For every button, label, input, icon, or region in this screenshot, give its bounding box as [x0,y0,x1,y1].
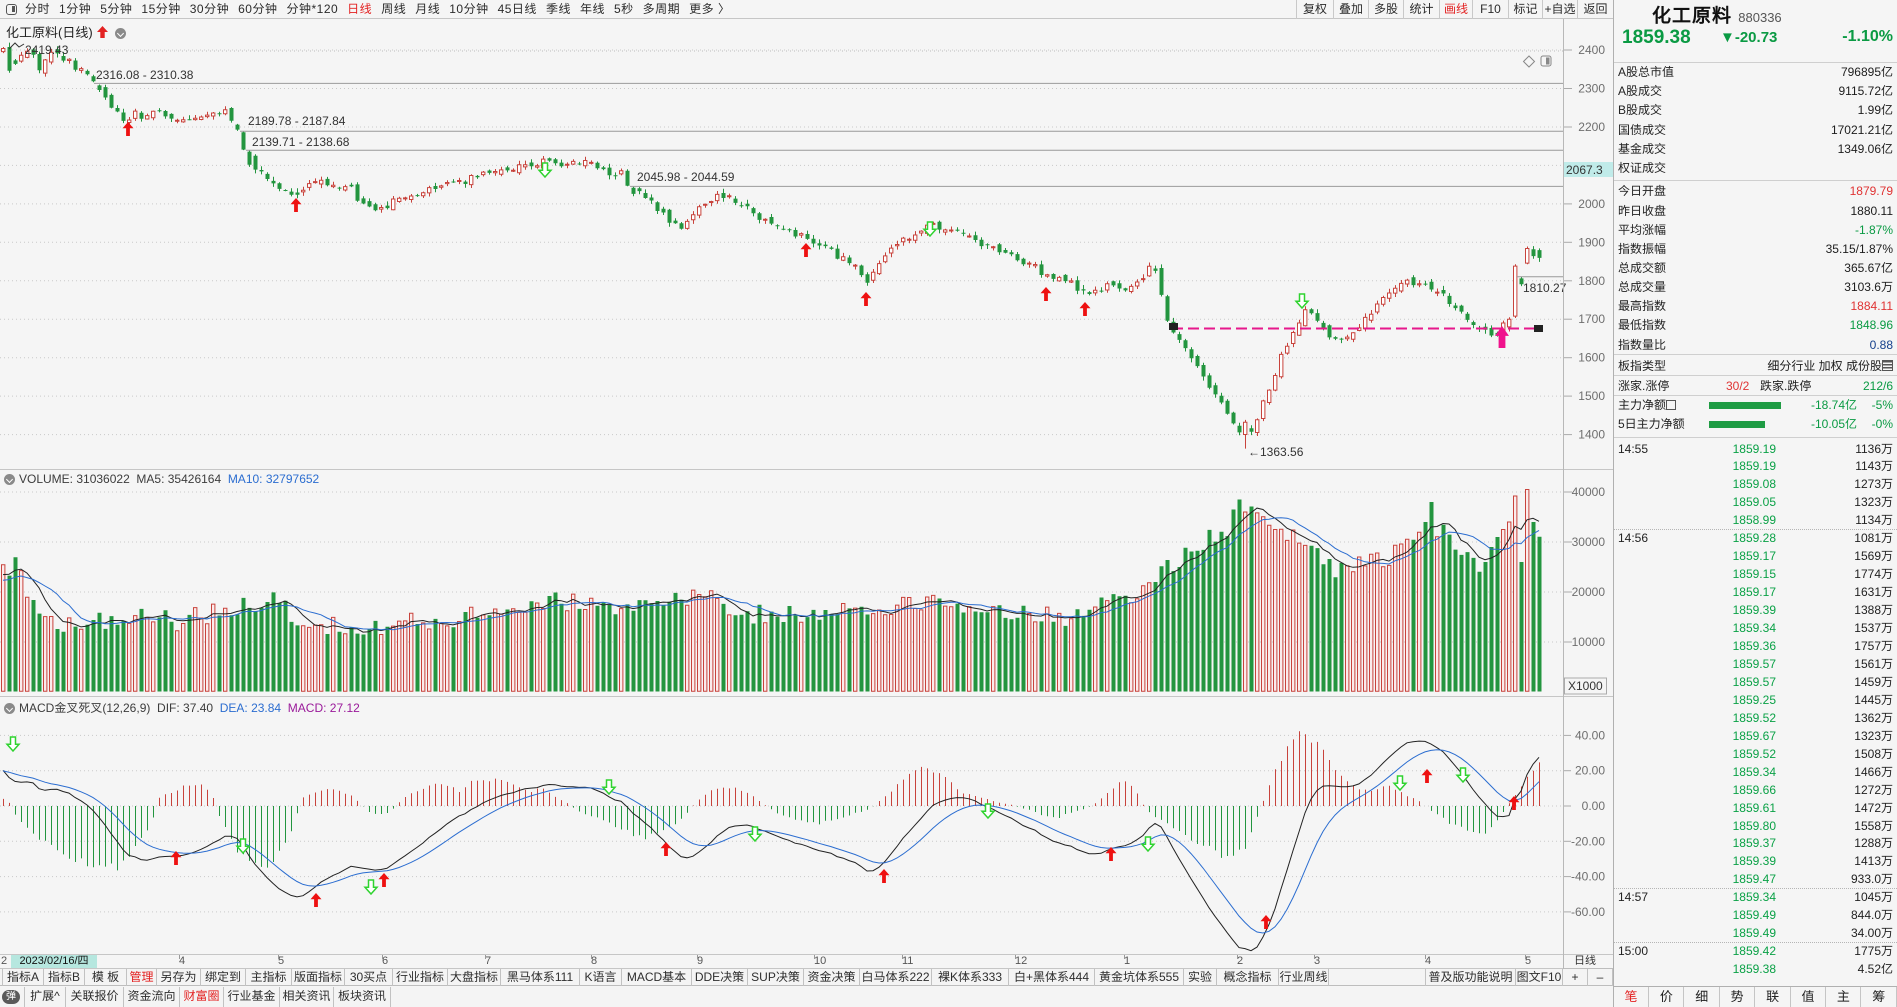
svg-text:1700: 1700 [1578,312,1605,326]
svg-text:-40.00: -40.00 [1571,870,1605,884]
svg-text:2067.3: 2067.3 [1566,163,1603,177]
svg-text:40000: 40000 [1572,485,1606,499]
svg-text:-60.00: -60.00 [1571,905,1605,919]
svg-text:2139.71 - 2138.68: 2139.71 - 2138.68 [252,135,350,149]
svg-text:1600: 1600 [1578,351,1605,365]
svg-text:X1000: X1000 [1568,679,1603,693]
svg-text:2045.98 - 2044.59: 2045.98 - 2044.59 [637,170,735,184]
svg-text:10000: 10000 [1572,635,1606,649]
svg-text:1810.27: 1810.27 [1523,281,1567,295]
svg-text:2300: 2300 [1578,82,1605,96]
svg-text:30000: 30000 [1572,535,1606,549]
svg-text:1400: 1400 [1578,428,1605,442]
svg-text:2000: 2000 [1578,197,1605,211]
svg-text:40.00: 40.00 [1575,728,1605,742]
svg-text:1800: 1800 [1578,274,1605,288]
svg-text:2200: 2200 [1578,120,1605,134]
svg-text:20000: 20000 [1572,585,1606,599]
svg-text:1900: 1900 [1578,235,1605,249]
svg-text:-20.00: -20.00 [1571,834,1605,848]
svg-text:1500: 1500 [1578,389,1605,403]
svg-text:←1363.56: ←1363.56 [1248,445,1304,459]
svg-text:2419.43: 2419.43 [25,43,69,57]
svg-text:2189.78 - 2187.84: 2189.78 - 2187.84 [248,114,346,128]
svg-text:2400: 2400 [1578,43,1605,57]
svg-text:0.00: 0.00 [1582,799,1606,813]
svg-text:2316.08 - 2310.38: 2316.08 - 2310.38 [96,68,194,82]
svg-text:20.00: 20.00 [1575,764,1605,778]
